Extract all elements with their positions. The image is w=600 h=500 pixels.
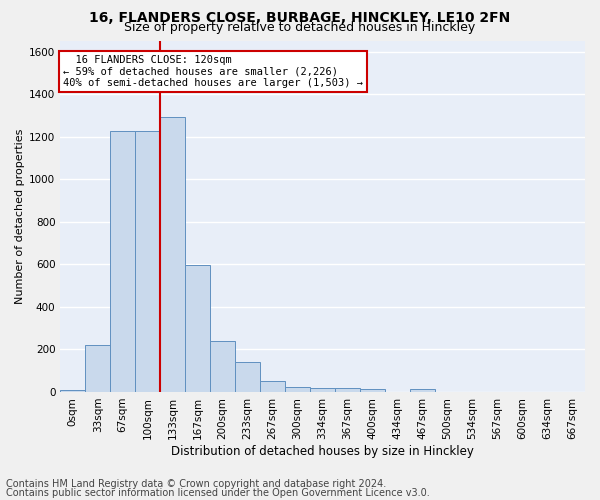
- Bar: [85, 345, 110, 392]
- Text: Size of property relative to detached houses in Hinckley: Size of property relative to detached ho…: [124, 22, 476, 35]
- Bar: [210, 341, 235, 392]
- Bar: [160, 116, 185, 392]
- Bar: [110, 132, 135, 392]
- Text: 16 FLANDERS CLOSE: 120sqm
← 59% of detached houses are smaller (2,226)
40% of se: 16 FLANDERS CLOSE: 120sqm ← 59% of detac…: [63, 55, 363, 88]
- Bar: [60, 390, 85, 392]
- Y-axis label: Number of detached properties: Number of detached properties: [15, 129, 25, 304]
- Bar: [410, 389, 435, 392]
- Bar: [185, 266, 210, 392]
- Bar: [285, 386, 310, 392]
- Text: Contains public sector information licensed under the Open Government Licence v3: Contains public sector information licen…: [6, 488, 430, 498]
- Bar: [310, 388, 335, 392]
- X-axis label: Distribution of detached houses by size in Hinckley: Distribution of detached houses by size …: [171, 444, 474, 458]
- Bar: [135, 132, 160, 392]
- Text: 16, FLANDERS CLOSE, BURBAGE, HINCKLEY, LE10 2FN: 16, FLANDERS CLOSE, BURBAGE, HINCKLEY, L…: [89, 12, 511, 26]
- Bar: [235, 362, 260, 392]
- Bar: [260, 382, 285, 392]
- Text: Contains HM Land Registry data © Crown copyright and database right 2024.: Contains HM Land Registry data © Crown c…: [6, 479, 386, 489]
- Bar: [360, 389, 385, 392]
- Bar: [335, 388, 360, 392]
